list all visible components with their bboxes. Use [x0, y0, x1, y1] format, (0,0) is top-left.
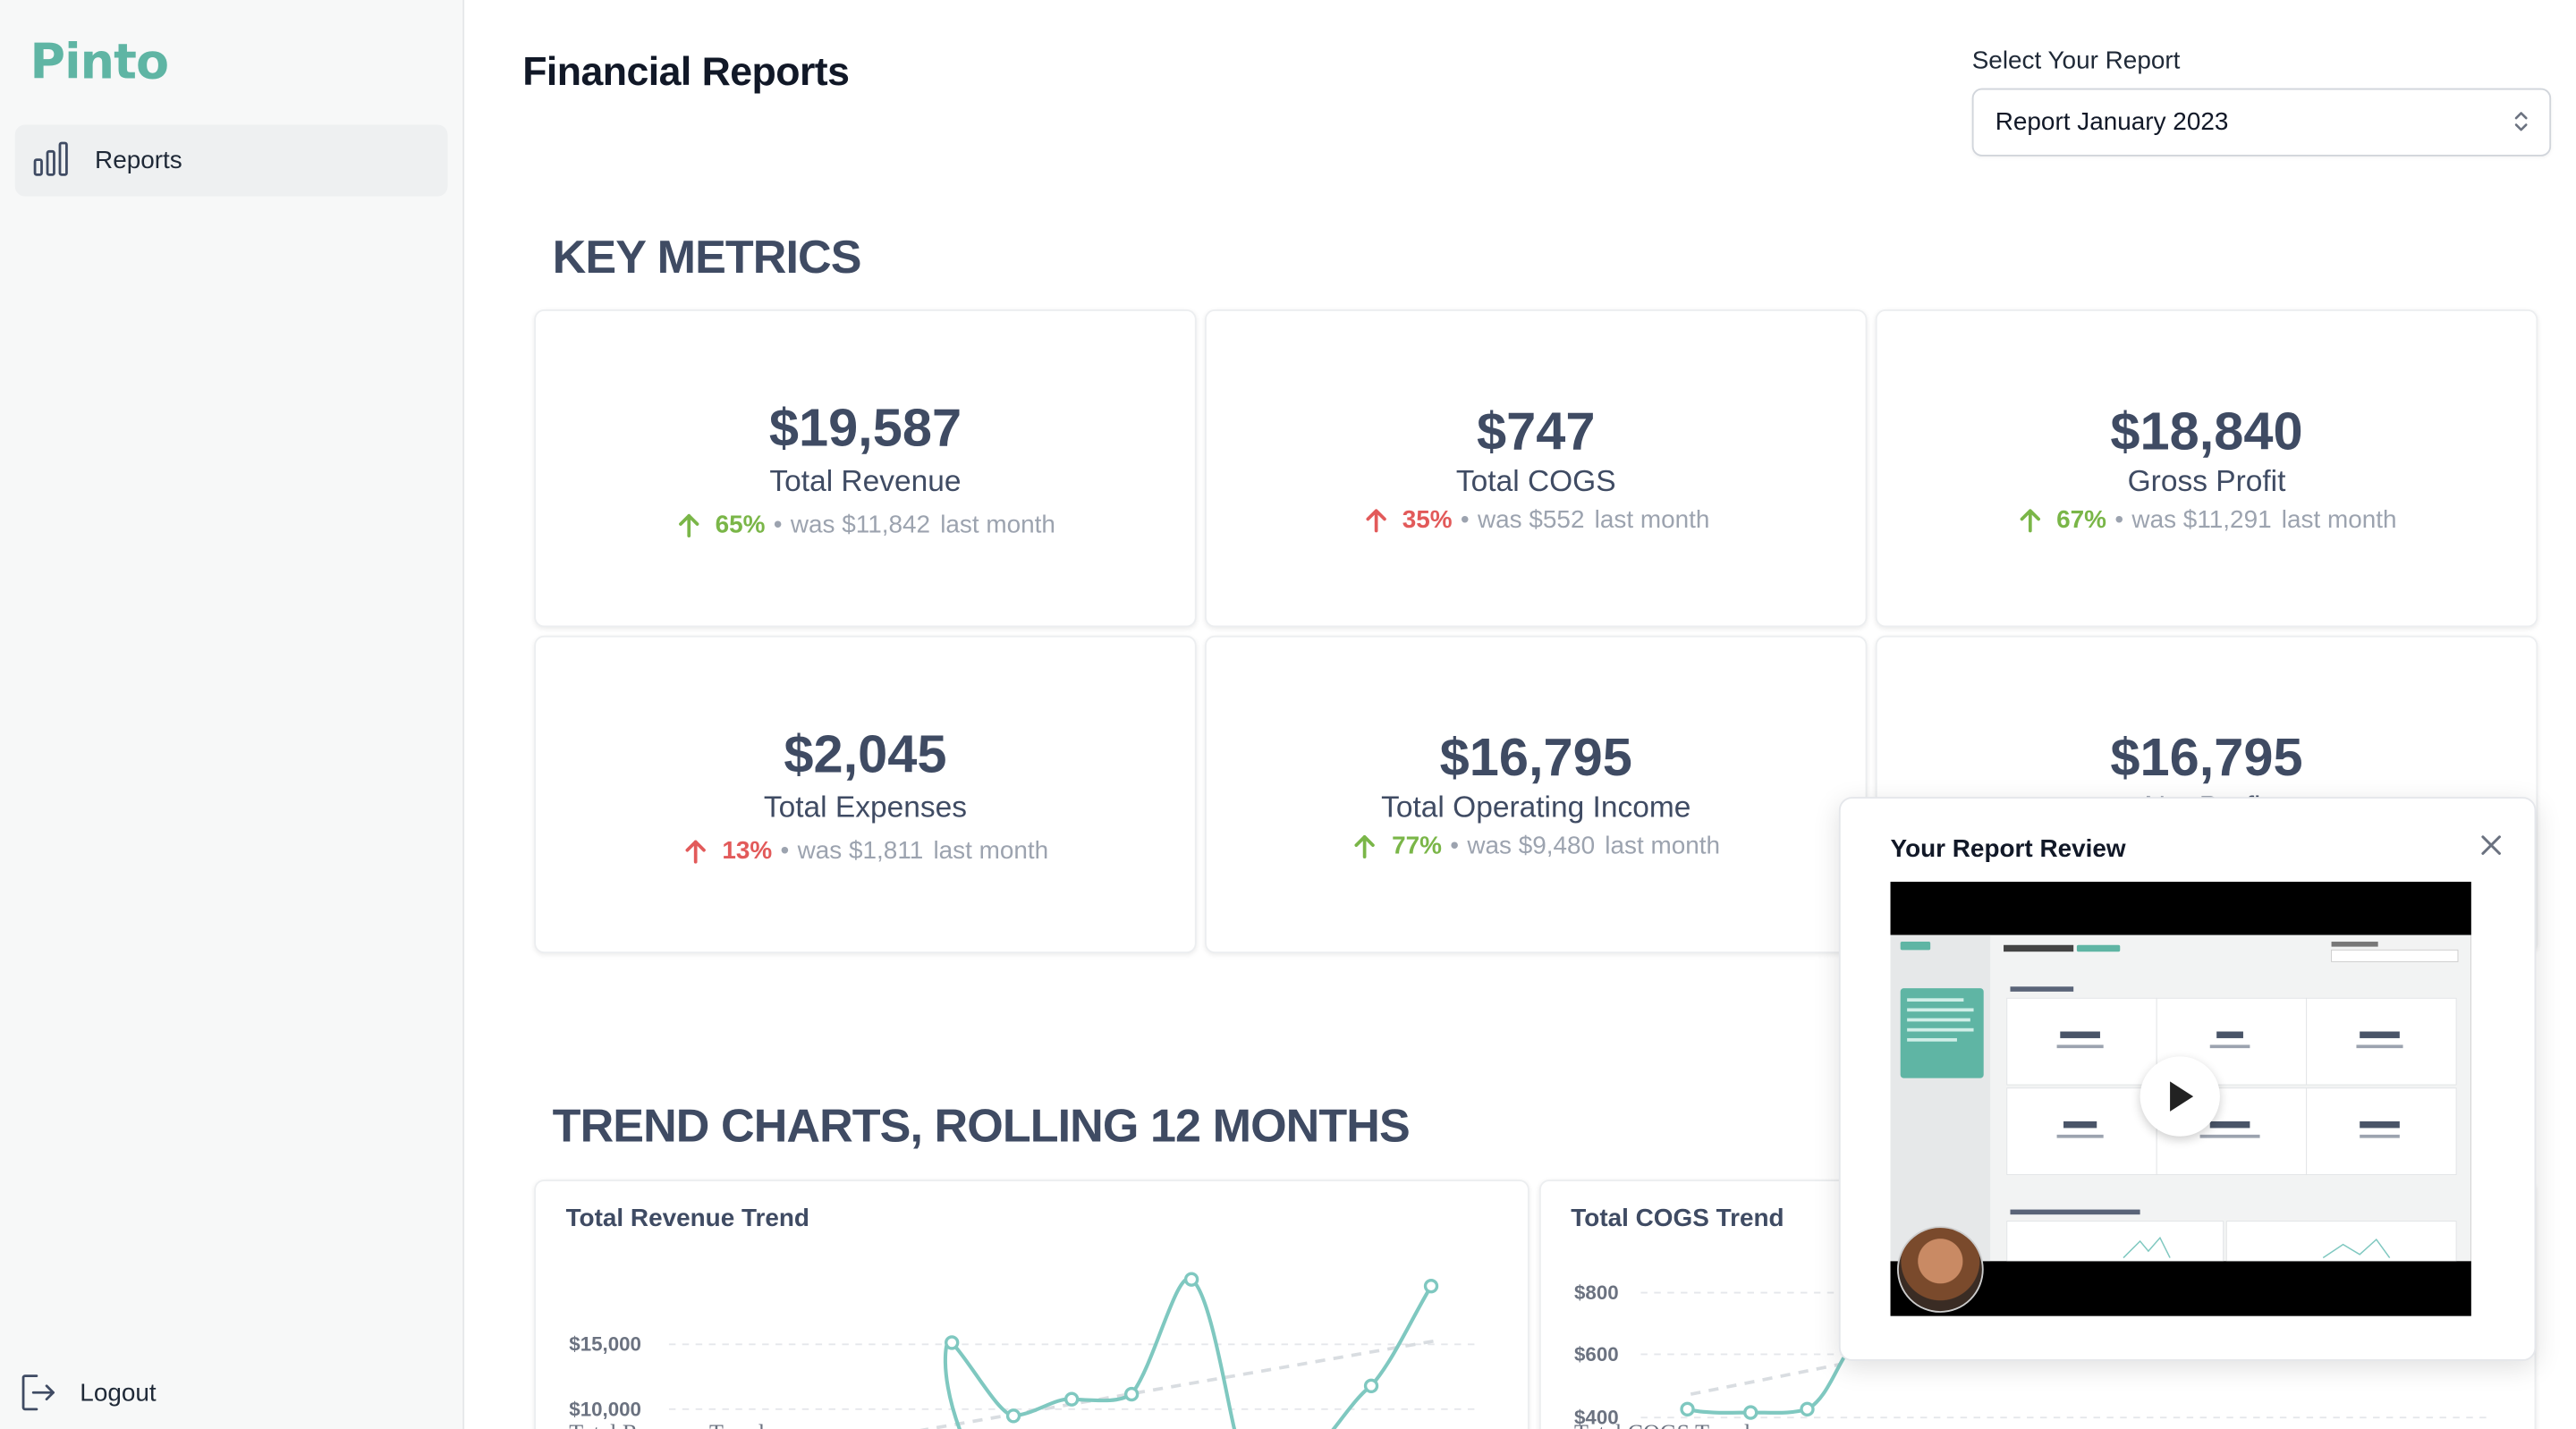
metric-change: 77% • was $9,480 last month: [1207, 832, 1866, 860]
metric-period: last month: [940, 511, 1055, 539]
chart-title: Total COGS Trend: [1571, 1205, 1784, 1233]
chevron-up-down-icon: [2512, 108, 2529, 143]
data-point: [1423, 1278, 1439, 1294]
metric-card-total-revenue: $19,587 Total Revenue 65% • was $11,842 …: [534, 309, 1197, 628]
arrow-up-icon: [2020, 508, 2040, 532]
key-metrics-heading: KEY METRICS: [552, 231, 862, 283]
metric-label: Total Operating Income: [1381, 790, 1691, 824]
data-point: [1680, 1401, 1695, 1417]
report-select-label: Select Your Report: [1971, 47, 2181, 75]
play-button[interactable]: [2140, 1056, 2220, 1137]
metric-value: $2,045: [784, 723, 947, 784]
metric-change-percent: 13%: [722, 836, 773, 866]
metric-period: last month: [2281, 505, 2397, 535]
data-point: [1005, 1408, 1021, 1424]
separator-dot: •: [1460, 505, 1470, 535]
metric-previous-value: was $552: [1478, 505, 1585, 535]
y-tick-label: $600: [1574, 1343, 1619, 1366]
series-line: [1687, 1357, 1846, 1415]
metric-previous-value: was $9,480: [1467, 832, 1596, 860]
y-tick-label: $800: [1574, 1281, 1619, 1304]
revenue-trend-chart: $15,000 $10,000 Total Revenue Trend: [569, 1272, 1481, 1429]
data-point: [1800, 1401, 1815, 1417]
separator-dot: •: [1450, 832, 1460, 860]
metric-change-percent: 77%: [1392, 832, 1442, 860]
metric-period: last month: [933, 836, 1049, 866]
metric-label: Total COGS: [1455, 464, 1616, 498]
popup-title: Your Report Review: [1890, 834, 2126, 864]
metric-previous-value: was $1,811: [797, 836, 924, 866]
report-review-popup: Your Report Review: [1838, 797, 2537, 1361]
metric-value: $16,795: [1439, 727, 1632, 788]
presenter-avatar: [1896, 1226, 1984, 1313]
separator-dot: •: [2114, 505, 2124, 535]
trend-charts-heading: TREND CHARTS, ROLLING 12 MONTHS: [552, 1099, 1411, 1152]
metric-card-total-cogs: $747 Total COGS 35% • was $552 last mont…: [1205, 309, 1868, 628]
sidebar-item-label: Reports: [95, 146, 182, 175]
data-point: [1743, 1405, 1758, 1420]
bar-chart-icon: [33, 141, 70, 186]
metric-label: Total Expenses: [763, 790, 968, 824]
metric-change-percent: 35%: [1402, 505, 1453, 535]
data-point: [1183, 1272, 1199, 1287]
metric-change: 13% • was $1,811 last month: [536, 836, 1195, 866]
separator-dot: •: [780, 836, 790, 866]
sidebar-item-reports[interactable]: Reports: [14, 124, 448, 197]
data-point: [945, 1335, 960, 1350]
metric-card-total-operating-income: $16,795 Total Operating Income 77% • was…: [1205, 635, 1868, 954]
metric-previous-value: was $11,291: [2131, 505, 2272, 535]
close-icon[interactable]: [2478, 832, 2504, 858]
logout-icon: [20, 1373, 56, 1421]
metric-change: 67% • was $11,291 last month: [1877, 505, 2537, 535]
y-tick-label: $15,000: [569, 1333, 641, 1356]
arrow-up-icon: [1365, 508, 1386, 532]
sidebar: Pinto Reports Logout: [0, 0, 465, 1429]
metric-period: last month: [1594, 505, 1710, 535]
chart-caption: Total Revenue Trend: [569, 1420, 764, 1429]
logout-button[interactable]: Logout: [20, 1373, 352, 1416]
metric-change-percent: 67%: [2056, 505, 2107, 535]
chart-title: Total Revenue Trend: [565, 1205, 809, 1233]
trend-line: [919, 1339, 1436, 1429]
report-select-value: Report January 2023: [1995, 107, 2229, 137]
separator-dot: •: [773, 511, 783, 539]
metric-value: $19,587: [768, 397, 962, 458]
metric-change: 35% • was $552 last month: [1207, 505, 1866, 535]
video-thumbnail: [1890, 934, 2471, 1313]
arrow-up-icon: [1355, 834, 1376, 858]
metric-card-total-expenses: $2,045 Total Expenses 13% • was $1,811 l…: [534, 635, 1197, 954]
app-logo[interactable]: Pinto: [30, 33, 169, 90]
page-title: Financial Reports: [522, 49, 850, 96]
metric-previous-value: was $11,842: [790, 511, 931, 539]
y-tick-label: $10,000: [569, 1398, 641, 1420]
metric-value: $16,795: [2110, 727, 2303, 788]
metric-label: Gross Profit: [2127, 464, 2286, 498]
chart-caption: Total COGS Trend: [1574, 1420, 1750, 1429]
metric-change: 65% • was $11,842 last month: [536, 511, 1195, 539]
metric-card-gross-profit: $18,840 Gross Profit 67% • was $11,291 l…: [1875, 309, 2538, 628]
metric-change-percent: 65%: [715, 511, 766, 539]
metric-period: last month: [1605, 832, 1721, 860]
report-review-video[interactable]: [1890, 882, 2471, 1316]
report-select[interactable]: Report January 2023: [1971, 88, 2552, 156]
metric-label: Total Revenue: [769, 464, 962, 498]
metric-value: $747: [1477, 401, 1596, 461]
data-point: [1363, 1378, 1379, 1393]
data-point: [1123, 1386, 1140, 1402]
chart-card-total-revenue: Total Revenue Trend $15,000 $10,000 Tota…: [534, 1180, 1530, 1429]
data-point: [1063, 1391, 1080, 1407]
logout-label: Logout: [80, 1379, 157, 1408]
metric-value: $18,840: [2110, 401, 2303, 461]
play-icon: [2170, 1081, 2194, 1112]
arrow-up-icon: [678, 512, 699, 537]
arrow-up-icon: [685, 839, 706, 863]
trend-line: [1690, 1362, 1842, 1396]
